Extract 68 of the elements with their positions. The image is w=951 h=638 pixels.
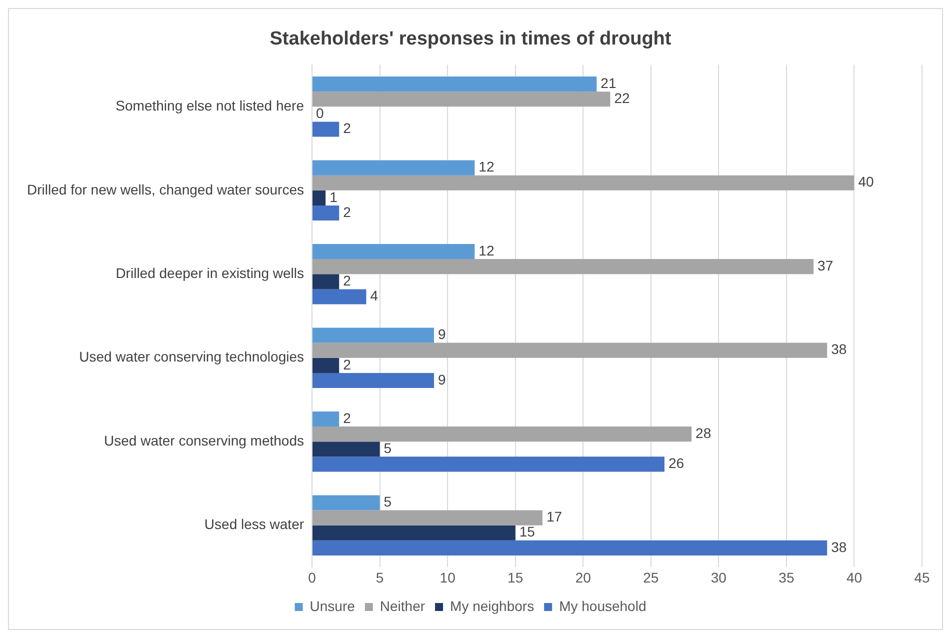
data-label: 22 (614, 90, 630, 106)
y-tick-label: Drilled deeper in existing wells (116, 264, 304, 281)
bar (312, 259, 814, 274)
bar (312, 426, 692, 442)
data-label: 4 (370, 288, 378, 304)
legend-label: Neither (380, 598, 426, 614)
data-label: 9 (438, 326, 446, 342)
x-tick-label: 40 (846, 569, 862, 586)
bar (312, 442, 380, 457)
data-label: 15 (519, 524, 536, 540)
x-tick-label: 15 (508, 569, 524, 586)
bar (312, 244, 475, 260)
y-tick-label: Something else not listed here (116, 98, 304, 114)
y-tick-label: Drilled for new wells, changed water sources (26, 181, 304, 198)
x-tick-label: 5 (376, 569, 384, 586)
data-label: 2 (343, 120, 352, 136)
bar (312, 205, 340, 221)
y-tick-label: Used water conserving technologies (79, 348, 304, 365)
bar (312, 372, 434, 388)
y-tick-label: Used water conserving methods (104, 432, 304, 448)
data-label: 12 (478, 242, 494, 258)
x-tick-label: 35 (778, 569, 794, 586)
bar (312, 289, 366, 304)
bar (312, 190, 326, 206)
chart-title: Stakeholders' responses in times of drought (270, 28, 672, 50)
bar (312, 540, 828, 556)
data-label: 0 (316, 105, 324, 122)
x-tick-label: 0 (308, 569, 316, 586)
data-label: 2 (343, 272, 352, 289)
bar (312, 525, 516, 540)
x-tick-label: 10 (440, 569, 456, 586)
legend-label: My household (559, 598, 646, 614)
data-label: 17 (546, 508, 562, 525)
data-label: 37 (818, 257, 834, 274)
bar (312, 342, 828, 358)
bar (312, 160, 475, 176)
data-label: 9 (438, 371, 446, 388)
data-label: 1 (330, 188, 338, 205)
bar (312, 328, 434, 343)
x-tick-label: 25 (643, 569, 659, 586)
data-label: 40 (858, 174, 874, 190)
data-label: 38 (831, 538, 847, 555)
data-label: 2 (343, 356, 352, 372)
data-label: 21 (600, 74, 616, 91)
x-tick-label: 20 (575, 569, 592, 586)
bar (312, 122, 340, 137)
legend-label: Unsure (310, 598, 356, 614)
data-label: 2 (343, 410, 352, 426)
bar (312, 495, 380, 510)
bar (312, 510, 542, 526)
bar (312, 274, 340, 290)
data-label: 12 (478, 158, 494, 175)
x-tick-label: 30 (710, 569, 727, 586)
bar (312, 411, 340, 427)
legend-label: My neighbors (450, 598, 534, 614)
data-label: 5 (384, 494, 392, 510)
bar (312, 76, 597, 92)
bar (312, 358, 340, 373)
data-label: 38 (831, 341, 847, 358)
x-tick-label: 45 (914, 569, 930, 586)
data-label: 2 (343, 204, 352, 220)
bar (312, 92, 610, 107)
data-label: 26 (668, 455, 684, 472)
data-label: 5 (384, 440, 392, 456)
bar (312, 175, 854, 190)
y-tick-label: Used less water (204, 516, 304, 532)
data-label: 28 (696, 424, 712, 441)
bar (312, 456, 664, 472)
